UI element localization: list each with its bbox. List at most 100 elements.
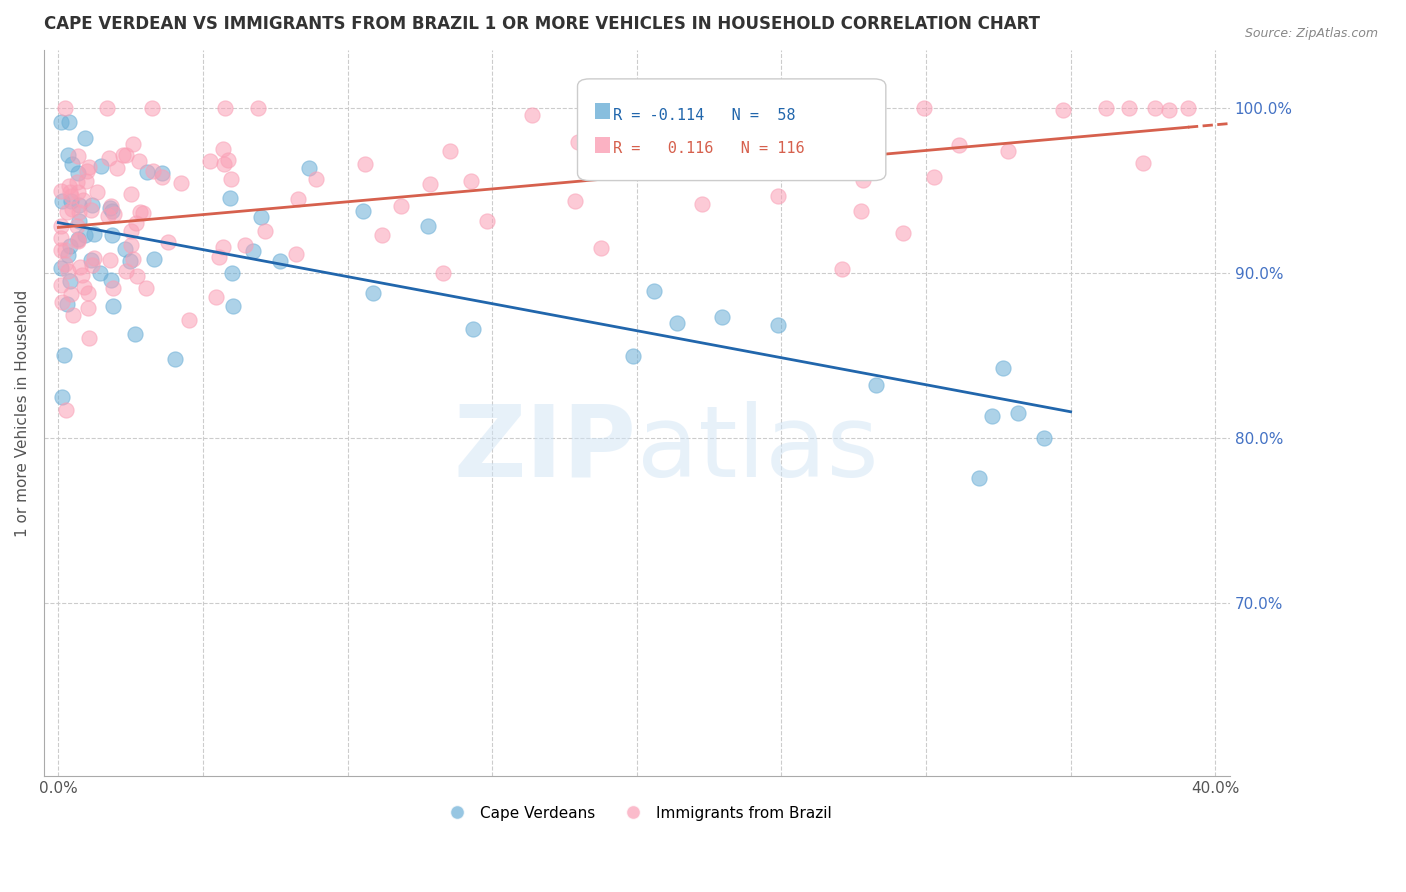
blue — [101, 299, 124, 313]
pink — [700, 126, 723, 140]
pink — [60, 189, 83, 203]
pink — [1157, 103, 1180, 118]
blue — [298, 161, 321, 176]
pink — [83, 251, 105, 265]
pink — [567, 136, 589, 150]
pink — [1052, 103, 1074, 118]
blue — [969, 470, 991, 484]
pink — [564, 194, 586, 209]
pink — [287, 192, 309, 206]
pink — [56, 204, 79, 219]
pink — [80, 258, 103, 272]
pink — [589, 241, 612, 255]
pink — [77, 301, 100, 315]
pink — [53, 256, 76, 270]
pink — [96, 101, 118, 115]
pink — [66, 175, 89, 189]
pink — [67, 234, 90, 248]
pink — [284, 247, 307, 261]
pink — [120, 186, 142, 201]
pink — [79, 161, 101, 175]
blue — [221, 266, 243, 280]
blue — [80, 198, 103, 212]
pink — [120, 224, 142, 238]
pink — [98, 253, 121, 268]
blue — [100, 273, 122, 287]
Bar — [595, 103, 610, 119]
Legend: Cape Verdeans, Immigrants from Brazil: Cape Verdeans, Immigrants from Brazil — [436, 799, 838, 827]
blue — [666, 316, 689, 330]
blue — [67, 232, 90, 246]
blue — [981, 409, 1004, 424]
pink — [1143, 101, 1166, 115]
pink — [690, 197, 713, 211]
pink — [912, 101, 935, 115]
pink — [852, 172, 875, 186]
blue — [101, 227, 124, 242]
pink — [849, 204, 872, 219]
pink — [371, 228, 394, 243]
pink — [97, 151, 120, 165]
pink — [217, 153, 239, 167]
blue — [51, 390, 73, 404]
pink — [60, 287, 83, 301]
pink — [132, 206, 155, 220]
blue — [1033, 431, 1056, 445]
blue — [59, 274, 82, 288]
pink — [103, 207, 125, 221]
pink — [1095, 101, 1118, 115]
pink — [211, 143, 233, 157]
pink — [67, 185, 90, 199]
pink — [246, 101, 269, 115]
Bar — [595, 137, 610, 153]
blue — [621, 349, 644, 363]
pink — [114, 264, 136, 278]
blue — [73, 131, 96, 145]
blue — [56, 148, 79, 162]
blue — [219, 191, 242, 205]
pink — [101, 281, 124, 295]
pink — [135, 280, 157, 294]
blue — [80, 253, 103, 268]
pink — [59, 186, 82, 200]
blue — [142, 252, 165, 267]
blue — [118, 253, 141, 268]
pink — [845, 127, 868, 141]
pink — [55, 402, 77, 417]
pink — [768, 189, 790, 203]
pink — [67, 205, 90, 219]
pink — [60, 202, 83, 217]
pink — [156, 235, 179, 249]
blue — [100, 203, 122, 218]
blue — [51, 194, 73, 208]
Y-axis label: 1 or more Vehicles in Household: 1 or more Vehicles in Household — [15, 289, 30, 537]
pink — [122, 252, 145, 266]
blue — [53, 348, 76, 362]
FancyBboxPatch shape — [578, 78, 886, 180]
blue — [163, 352, 186, 367]
pink — [1132, 155, 1154, 169]
pink — [80, 203, 103, 218]
pink — [212, 157, 235, 171]
blue — [269, 253, 291, 268]
blue — [67, 166, 90, 180]
blue — [136, 165, 159, 179]
Text: R =   0.116   N = 116: R = 0.116 N = 116 — [613, 141, 804, 155]
pink — [1118, 101, 1140, 115]
pink — [219, 171, 242, 186]
pink — [53, 101, 76, 115]
pink — [439, 145, 461, 159]
pink — [212, 240, 235, 254]
pink — [111, 147, 134, 161]
pink — [170, 177, 193, 191]
blue — [89, 266, 111, 280]
pink — [354, 157, 377, 171]
pink — [100, 199, 122, 213]
blue — [991, 360, 1014, 375]
pink — [121, 136, 143, 151]
blue — [83, 227, 105, 241]
pink — [477, 213, 499, 227]
Text: CAPE VERDEAN VS IMMIGRANTS FROM BRAZIL 1 OR MORE VEHICLES IN HOUSEHOLD CORRELATI: CAPE VERDEAN VS IMMIGRANTS FROM BRAZIL 1… — [44, 15, 1040, 33]
pink — [77, 330, 100, 344]
pink — [150, 169, 173, 184]
